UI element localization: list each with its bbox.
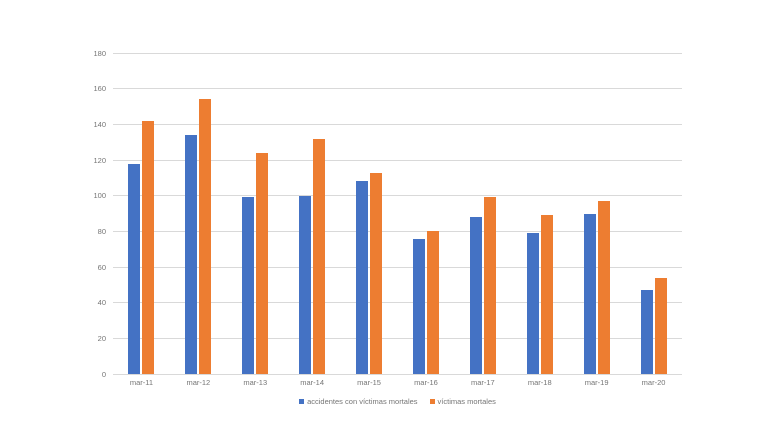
bar-series-2 [483,197,496,374]
y-axis-tick-label: 100 [93,191,106,201]
bar-series-2 [426,231,439,374]
y-axis-tick-label: 20 [97,333,106,343]
gridline [113,337,682,339]
y-axis-tick-label: 160 [93,84,106,94]
y-axis-tick-label: 40 [97,298,106,308]
x-axis-tick-label: mar-13 [243,378,268,387]
bar-series-1 [128,163,141,374]
bar-series-1 [185,135,198,374]
y-axis-tick-label: 140 [93,119,106,129]
bar-series-2 [654,277,667,374]
y-axis-tick-label: 80 [97,226,106,236]
legend-label: víctimas mortales [437,396,496,406]
bar-series-1 [299,195,312,374]
legend-item: accidentes con víctimas mortales [299,396,418,406]
gridline [113,159,682,161]
bar-series-2 [199,99,212,374]
x-axis-tick-label: mar-17 [470,378,495,387]
gridline [113,230,682,232]
gridline [113,195,682,197]
bar-group [227,53,284,374]
bar-group [341,53,398,374]
bar-series-2 [142,120,155,374]
legend-marker-icon [299,398,305,404]
bar-series-2 [370,172,383,374]
x-axis-tick-label: mar-12 [186,378,211,387]
bar-series-1 [412,238,425,374]
chart-legend: accidentes con víctimas mortales víctimas… [113,395,682,407]
bar-group [511,53,568,374]
y-axis-tick-label: 0 [101,369,106,379]
x-axis-tick-label: mar-18 [527,378,552,387]
bar-series-1 [640,290,653,374]
bar-series-2 [256,152,269,374]
x-axis-tick-label: mar-15 [357,378,381,387]
gridline [113,302,682,304]
x-axis-tick-label: mar-19 [584,378,609,387]
bar-series-2 [597,201,610,374]
gridline [113,88,682,90]
legend-item: víctimas mortales [429,396,496,406]
bar-series-1 [242,197,255,374]
bar-group [284,53,341,374]
x-axis-tick-label: mar-11 [129,378,154,387]
bar-group [454,53,511,374]
x-axis-tick-label: mar-20 [641,378,666,387]
legend-marker-icon [429,398,435,404]
legend-label: accidentes con víctimas mortales [307,396,418,406]
bar-group [568,53,625,374]
y-axis-tick-label: 60 [97,262,106,272]
bar-series-2 [540,215,553,374]
x-axis-tick-label: mar-14 [300,378,325,387]
x-axis-tick-label: mar-16 [414,378,438,387]
y-axis-tick-label: 120 [93,155,106,165]
bar-series-2 [313,138,326,374]
bar-group [398,53,455,374]
y-axis-tick-label: 180 [93,48,106,58]
bar-group [625,53,682,374]
gridline [113,373,682,375]
gridline [113,266,682,268]
gridline [113,52,682,54]
bar-series-1 [526,233,539,374]
bar-series-1 [583,213,596,374]
bar-group [113,53,170,374]
bar-series-1 [469,217,482,374]
bar-series-1 [356,181,369,374]
gridline [113,123,682,125]
bar-group [170,53,227,374]
